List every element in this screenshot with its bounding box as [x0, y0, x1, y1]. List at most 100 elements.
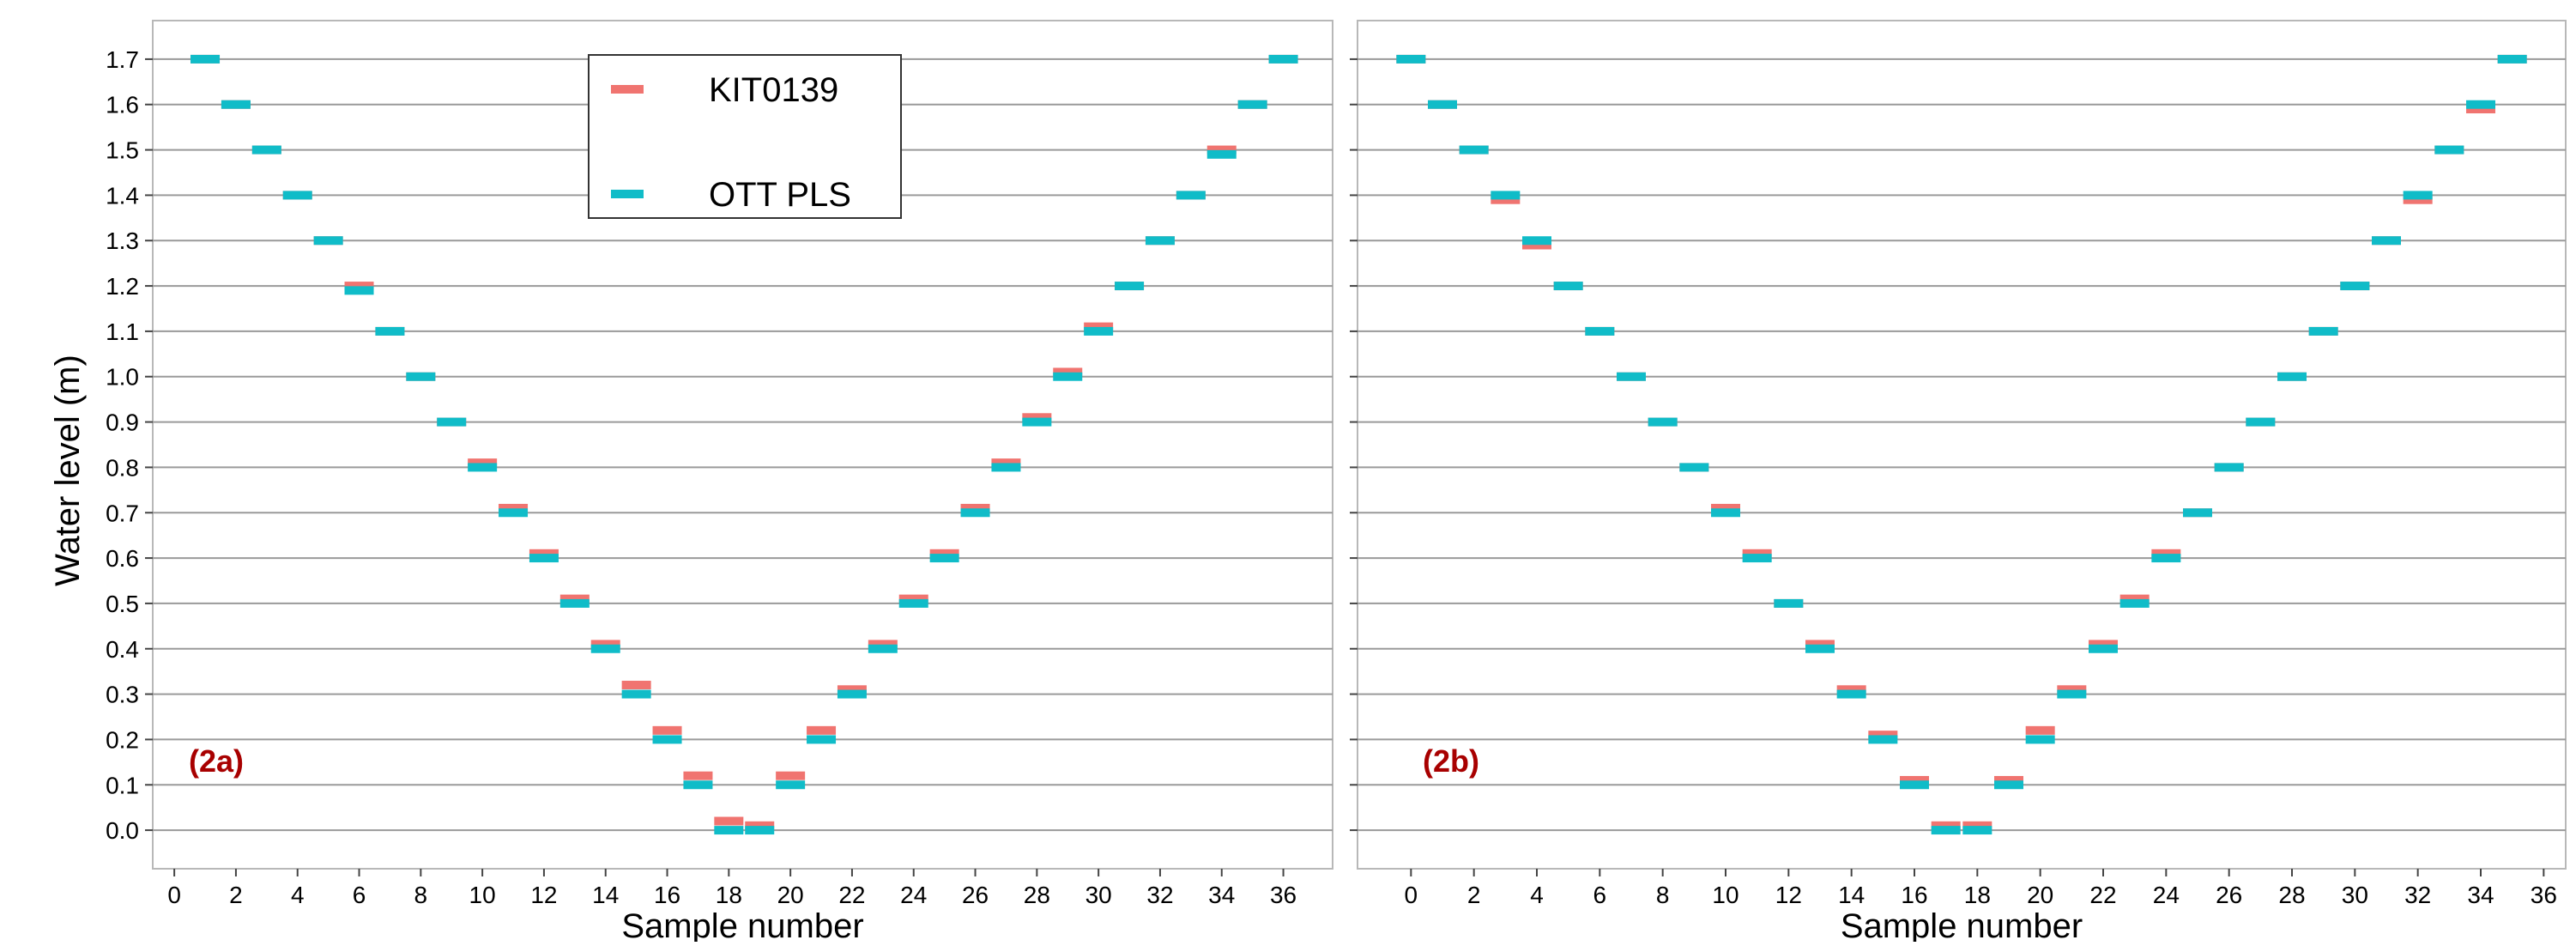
panel-2-point-kit0139: [2466, 105, 2495, 114]
panel-1-point-ott-pls: [313, 236, 343, 246]
panel-2-point-ott-pls: [1522, 236, 1551, 246]
panel-1-point-kit0139: [837, 685, 867, 694]
panel-2-x-tick-label: 14: [1838, 882, 1865, 908]
panel-2-point-ott-pls: [1585, 326, 1615, 336]
panel-1-point-ott-pls: [621, 689, 651, 699]
panel-1-point-kit0139: [991, 458, 1021, 468]
panel-2-point-ott-pls: [1428, 100, 1457, 109]
legend-label-kit0139: KIT0139: [709, 71, 838, 109]
panel-1-point-kit0139: [1022, 413, 1052, 422]
panel-1-point-kit0139: [807, 725, 837, 735]
panel-1-y-tick-label: 0.6: [106, 545, 139, 572]
panel-1-point-ott-pls: [1115, 282, 1145, 291]
panel-2-point-ott-pls: [1805, 644, 1835, 653]
panel-2-x-tick-label: 36: [2531, 882, 2557, 908]
panel-1-x-tick-label: 16: [654, 882, 680, 908]
panel-1-y-tick-label: 0.3: [106, 682, 139, 708]
panel-2-point-ott-pls: [1962, 826, 1992, 835]
panel-1-x-tick-label: 34: [1208, 882, 1235, 908]
panel-2-point-ott-pls: [2246, 417, 2276, 427]
panel-1-point-ott-pls: [468, 463, 498, 472]
panel-1-point-kit0139: [745, 821, 775, 830]
panel-2-x-tick-label: 28: [2278, 882, 2305, 908]
panel-1-point-kit0139: [559, 594, 590, 603]
panel-1-x-tick-label: 30: [1085, 882, 1112, 908]
panel-2-point-ott-pls: [2214, 463, 2244, 472]
panel-1-y-tick-label: 0.5: [106, 591, 139, 617]
panel-2-point-ott-pls: [2466, 100, 2495, 109]
legend-swatch-kit0139: [611, 85, 644, 94]
panel-1-point-ott-pls: [898, 598, 928, 608]
panel-2-point-ott-pls: [1994, 780, 2023, 790]
panel-1-point-ott-pls: [714, 826, 744, 835]
panel-1-x-tick-label: 36: [1270, 882, 1297, 908]
panel-1-label: (2a): [189, 743, 244, 779]
panel-1-point-ott-pls: [590, 644, 620, 653]
y-axis-label: Water level (m): [49, 355, 87, 586]
panel-1-point-ott-pls: [251, 145, 281, 155]
panel-2-point-ott-pls: [2277, 372, 2307, 381]
panel-2-point-kit0139: [1522, 240, 1551, 250]
panel-1-point-ott-pls: [221, 100, 251, 109]
panel-1-x-tick-label: 14: [592, 882, 619, 908]
panel-2-point-ott-pls: [2434, 145, 2464, 155]
panel-1-y-tick-label: 0.2: [106, 726, 139, 753]
panel-1-x-tick-label: 22: [838, 882, 865, 908]
panel-1-point-ott-pls: [1176, 191, 1206, 200]
panel-2-point-ott-pls: [1459, 145, 1489, 155]
panel-2-point-kit0139: [1900, 775, 1929, 785]
panel-1-x-tick-label: 12: [530, 882, 557, 908]
panel-1-point-kit0139: [929, 549, 959, 558]
panel-1-y-tick-label: 1.2: [106, 273, 139, 300]
panel-1-x-axis-label: Sample number: [621, 907, 863, 942]
panel-2-point-ott-pls: [2089, 644, 2118, 653]
panel-2-x-tick-label: 12: [1775, 882, 1802, 908]
panel-2-x-tick-label: 22: [2089, 882, 2116, 908]
panel-1-point-ott-pls: [745, 826, 775, 835]
panel-2-point-kit0139: [1491, 195, 1521, 204]
panel-2-point-kit0139: [2089, 640, 2118, 649]
panel-1-point-kit0139: [1206, 145, 1237, 155]
panel-1-point-kit0139: [499, 503, 529, 512]
panel-2-x-tick-label: 20: [2027, 882, 2053, 908]
panel-1-x-tick-label: 4: [291, 882, 305, 908]
panel-1-point-kit0139: [776, 771, 806, 780]
panel-1-point-ott-pls: [344, 286, 374, 295]
panel-2-point-kit0139: [1711, 503, 1740, 512]
panel-2-point-kit0139: [1836, 685, 1866, 694]
panel-2-point-ott-pls: [2183, 508, 2212, 518]
panel-1-point-ott-pls: [529, 554, 559, 563]
panel-1-point-ott-pls: [406, 372, 436, 381]
panel-2-point-ott-pls: [1617, 372, 1646, 381]
panel-1-y-tick-label: 1.6: [106, 92, 139, 118]
panel-2-point-ott-pls: [1679, 463, 1709, 472]
panel-1-point-ott-pls: [559, 598, 590, 608]
panel-2-x-tick-label: 6: [1593, 882, 1607, 908]
panel-1-point-ott-pls: [282, 191, 312, 200]
panel-1-y-tick-label: 1.5: [106, 137, 139, 164]
panel-2-point-ott-pls: [1774, 598, 1804, 608]
panel-2-plot-area: [1357, 20, 2567, 870]
panel-2-point-ott-pls: [2119, 598, 2150, 608]
panel-2-point-kit0139: [1868, 731, 1898, 740]
panel-1-point-kit0139: [1053, 367, 1083, 377]
panel-1-point-ott-pls: [1145, 236, 1175, 246]
panel-1-point-kit0139: [344, 282, 374, 291]
panel-2-point-ott-pls: [2151, 554, 2181, 563]
panel-1-point-kit0139: [652, 725, 682, 735]
panel-1-x-tick-label: 24: [900, 882, 927, 908]
panel-1-point-ott-pls: [1084, 326, 1114, 336]
panel-2-point-kit0139: [1994, 775, 2023, 785]
panel-1-point-kit0139: [468, 458, 498, 468]
panel-1-y-tick-label: 1.4: [106, 182, 139, 209]
panel-2-x-tick-label: 30: [2342, 882, 2368, 908]
panel-1-y-tick-label: 0.9: [106, 409, 139, 436]
panel-1-y-tick-label: 1.7: [106, 46, 139, 73]
panel-2-point-ott-pls: [1900, 780, 1929, 790]
panel-2-point-kit0139: [2057, 685, 2087, 694]
panel-2-label: (2b): [1423, 743, 1479, 779]
panel-1-point-ott-pls: [499, 508, 529, 518]
panel-1-point-kit0139: [960, 503, 990, 512]
